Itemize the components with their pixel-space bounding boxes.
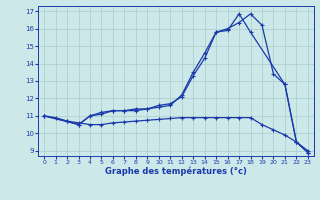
X-axis label: Graphe des températures (°c): Graphe des températures (°c)	[105, 167, 247, 176]
